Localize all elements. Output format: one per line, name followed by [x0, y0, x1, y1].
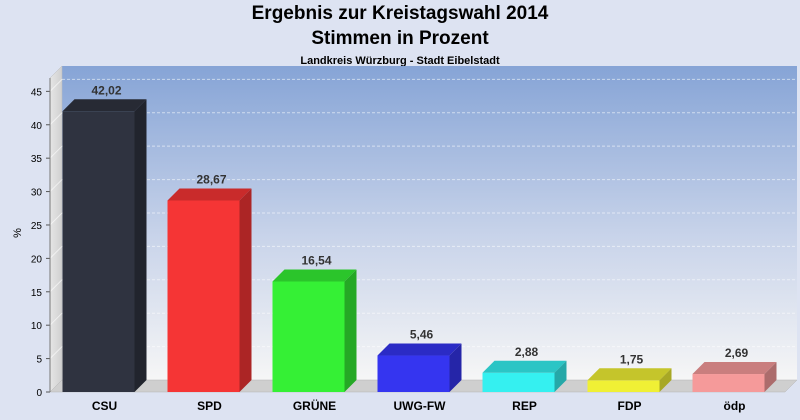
bar-value-label: 28,67 — [196, 172, 226, 186]
bar-top — [377, 343, 462, 356]
y-tick-label: 0 — [36, 388, 42, 399]
y-gridline-side — [49, 246, 63, 259]
bar — [482, 360, 567, 392]
y-tick-label: 30 — [31, 188, 43, 199]
bar-value-label: 16,54 — [301, 253, 331, 267]
y-tick-label: 5 — [36, 355, 42, 366]
bar-front — [692, 374, 765, 392]
bar-side — [554, 360, 567, 392]
x-tick-label: GRÜNE — [293, 398, 336, 413]
bar-top — [482, 360, 567, 373]
y-gridline-side — [49, 79, 63, 92]
bar-top — [272, 269, 357, 282]
bar-side — [239, 188, 252, 392]
y-gridline-side — [49, 212, 63, 226]
y-gridline-side — [49, 145, 63, 159]
bar-top — [62, 99, 147, 112]
bar-value-label: 2,88 — [515, 345, 539, 359]
y-tick-label: 10 — [31, 321, 43, 332]
bar-top — [692, 362, 777, 375]
bar-front — [377, 355, 450, 392]
bar-front — [587, 380, 660, 392]
x-tick-label: FDP — [618, 399, 642, 413]
chart-subtitle: Stimmen in Prozent — [311, 28, 489, 49]
bar-value-label: 1,75 — [620, 352, 644, 366]
y-tick-label: 45 — [31, 87, 43, 98]
y-gridline-side — [49, 346, 63, 359]
x-tick-label: REP — [512, 399, 537, 413]
bar-front — [167, 200, 240, 392]
y-gridline-side — [49, 312, 63, 326]
bar — [62, 99, 147, 393]
y-tick-label: 20 — [31, 254, 43, 265]
x-tick-label: UWG-FW — [394, 399, 447, 413]
bar — [377, 343, 462, 392]
y-tick-label: 35 — [31, 154, 43, 165]
bar-side — [134, 99, 147, 393]
bar-top — [167, 188, 252, 201]
bar-side — [344, 269, 357, 392]
chart-title: Ergebnis zur Kreistagswahl 2014 — [251, 3, 549, 24]
bar-value-label: 5,46 — [410, 328, 434, 342]
bar-front — [482, 372, 555, 392]
bar-value-label: 42,02 — [91, 83, 121, 97]
bar — [272, 269, 357, 392]
y-gridline-side — [49, 112, 63, 126]
bar-side — [449, 343, 462, 392]
x-tick-label: CSU — [92, 399, 117, 413]
bar-side — [764, 362, 777, 392]
y-tick-label: 25 — [31, 221, 43, 232]
y-tick-label: 15 — [31, 288, 43, 299]
bar — [692, 362, 777, 392]
x-tick-label: ödp — [724, 399, 746, 413]
bar-side — [659, 368, 672, 392]
y-axis-label: % — [12, 228, 24, 238]
bar — [587, 368, 672, 392]
bar-value-label: 2,69 — [725, 346, 749, 360]
bar — [167, 188, 252, 392]
y-gridline-side — [49, 179, 63, 192]
y-gridline-side — [49, 279, 63, 293]
bar-front — [62, 111, 135, 393]
bar-top — [587, 368, 672, 381]
x-tick-label: SPD — [197, 399, 222, 413]
y-tick-label: 40 — [31, 121, 43, 132]
bar-front — [272, 281, 345, 392]
chart-region-label: Landkreis Würzburg - Stadt Eibelstadt — [300, 55, 500, 67]
